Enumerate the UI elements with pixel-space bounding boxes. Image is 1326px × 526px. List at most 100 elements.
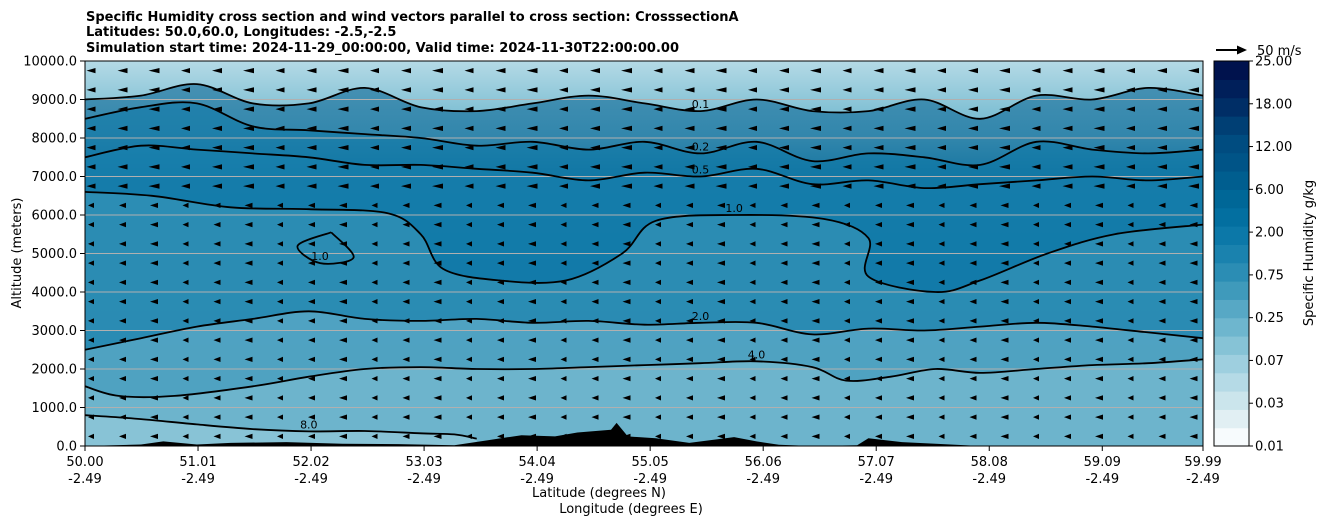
wind-vector: [497, 395, 504, 401]
wind-vector: [277, 356, 283, 362]
wind-vector: [337, 87, 349, 93]
wind-vector: [1095, 395, 1103, 401]
wind-vector: [433, 395, 442, 401]
wind-vector: [811, 433, 820, 439]
wind-vector: [433, 337, 442, 343]
wind-vector: [182, 318, 189, 324]
wind-vector: [1093, 164, 1105, 170]
wind-vector: [86, 87, 96, 93]
wind-vector: [212, 125, 222, 131]
wind-vector: [370, 125, 379, 131]
wind-vector: [402, 299, 410, 305]
wind-vector: [811, 279, 820, 285]
wind-vector: [875, 433, 882, 439]
wind-vector: [495, 106, 506, 112]
colorbar-swatch: [1214, 61, 1249, 80]
wind-vector: [969, 241, 977, 247]
plot-area: 8.0 4.0 2.0 1.0 1.0 0.5 0.2 0.1: [84, 60, 1204, 447]
wind-vector: [119, 222, 126, 228]
wind-vector: [306, 87, 317, 93]
wind-vector: [559, 125, 568, 131]
wind-vector: [591, 299, 599, 305]
wind-vector: [560, 299, 567, 305]
wind-vector: [748, 68, 757, 74]
wind-vectors: [86, 68, 1199, 439]
x-axis: 50.00 -2.49 51.01 -2.49 52.02 -2.49 53.03 -2.49…: [66, 446, 1222, 487]
wind-vector: [844, 433, 850, 439]
wind-vector: [968, 145, 978, 151]
wind-vector: [906, 299, 914, 305]
x-tick-label-lon: -2.49: [859, 472, 893, 487]
wind-vector: [497, 376, 504, 382]
wind-vector: [686, 222, 693, 228]
wind-vector: [686, 376, 693, 382]
wind-vector: [182, 395, 189, 401]
wind-vector: [717, 299, 725, 305]
wind-vector: [748, 164, 757, 170]
wind-vector: [1000, 376, 1009, 382]
wind-vector: [749, 376, 756, 382]
wind-vector: [277, 299, 283, 305]
wind-vector: [1189, 222, 1198, 228]
wind-vector: [686, 337, 693, 343]
colorbar-swatch: [1214, 427, 1249, 447]
wind-vector: [748, 106, 757, 112]
x-tick-label-lat: 59.99: [1184, 455, 1221, 470]
wind-vector: [181, 87, 190, 93]
wind-vector: [275, 145, 285, 151]
wind-vector: [117, 183, 128, 189]
wind-vector: [1126, 68, 1135, 74]
wind-vector: [906, 356, 914, 362]
wind-vector: [528, 395, 536, 401]
wind-vector: [1188, 164, 1199, 170]
wind-vector: [749, 241, 756, 247]
wind-vector: [1031, 106, 1041, 112]
wind-vector: [1000, 356, 1009, 362]
wind-vector: [938, 279, 945, 285]
wind-vector: [1031, 125, 1041, 131]
wind-vector: [337, 164, 349, 170]
wind-vector: [621, 183, 632, 189]
wind-vector: [371, 318, 378, 324]
wind-vector: [88, 241, 94, 247]
wind-vector: [906, 279, 914, 285]
x-tick-label-lat: 58.08: [971, 455, 1008, 470]
wind-vector: [1095, 222, 1103, 228]
wind-vector: [464, 125, 474, 131]
contour-label: 4.0: [748, 348, 766, 361]
wind-vector: [243, 106, 254, 112]
wind-vector: [466, 318, 472, 324]
wind-vector: [119, 279, 126, 285]
wind-vector: [842, 68, 852, 74]
wind-vector: [182, 222, 189, 228]
wind-vector: [432, 164, 443, 170]
wind-vector: [528, 279, 536, 285]
wind-vector: [466, 222, 472, 228]
wind-vector: [811, 356, 820, 362]
wind-vector: [904, 106, 916, 112]
wind-vector: [148, 183, 160, 189]
wind-vector: [1064, 337, 1071, 343]
wind-vector: [811, 414, 820, 420]
wind-vector: [591, 222, 599, 228]
x-tick-label-lon: -2.49: [746, 472, 780, 487]
x-tick-label-lat: 53.03: [405, 455, 442, 470]
wind-vector: [277, 279, 283, 285]
wind-vector: [1157, 164, 1167, 170]
wind-vector: [560, 260, 567, 266]
wind-vector: [150, 337, 158, 343]
wind-vector: [277, 376, 283, 382]
wind-vector: [275, 164, 285, 170]
wind-vector: [810, 68, 821, 74]
wind-vector: [1157, 87, 1167, 93]
wind-vector: [873, 87, 884, 93]
wind-vector: [1000, 318, 1009, 324]
wind-vector: [560, 279, 567, 285]
wind-vector: [906, 318, 914, 324]
wind-vector: [1031, 145, 1041, 151]
wind-vector: [497, 337, 504, 343]
y-tick-label: 4000.0: [32, 286, 78, 301]
wind-vector: [717, 318, 725, 324]
wind-vector: [497, 260, 504, 266]
wind-vector: [938, 222, 945, 228]
